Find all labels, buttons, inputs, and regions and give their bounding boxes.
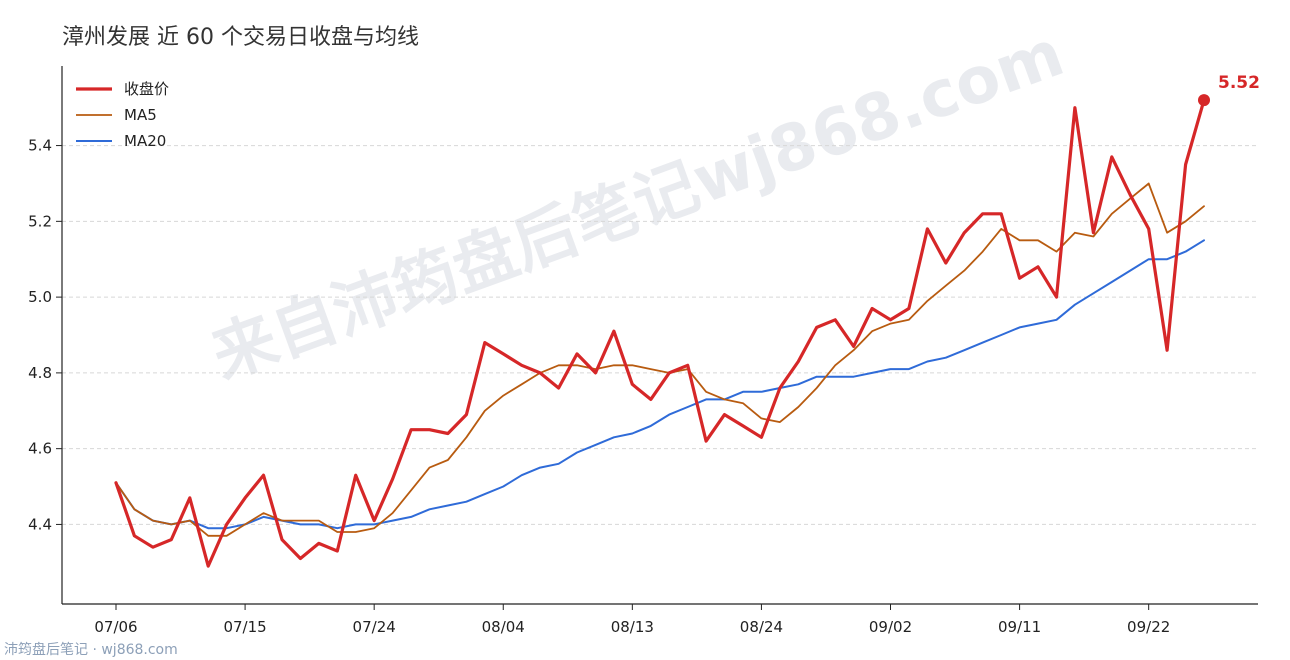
chart-title: 漳州发展 近 60 个交易日收盘与均线 bbox=[62, 25, 419, 50]
x-tick-label: 07/24 bbox=[353, 618, 396, 636]
axes bbox=[61, 66, 1258, 605]
x-tick-label: 08/24 bbox=[740, 618, 783, 636]
legend: 收盘价 MA5 MA20 bbox=[76, 80, 169, 150]
x-tick-label: 09/11 bbox=[998, 618, 1041, 636]
ma5-line bbox=[115, 182, 1205, 537]
grid-lines bbox=[62, 145, 1258, 525]
y-tick-label: 5.4 bbox=[28, 137, 52, 155]
x-tick-label: 08/13 bbox=[611, 618, 654, 636]
y-tick-label: 4.8 bbox=[28, 364, 52, 382]
last-value-label: 5.52 bbox=[1218, 73, 1260, 93]
legend-label: 收盘价 bbox=[124, 80, 169, 98]
watermark-text: 来自沛筠盘后笔记wj868.com bbox=[203, 17, 1074, 394]
footer-text: 沛筠盘后笔记 · wj868.com bbox=[4, 641, 178, 658]
x-tick-label: 09/02 bbox=[869, 618, 912, 636]
legend-label: MA5 bbox=[124, 106, 157, 124]
x-tick-label: 09/22 bbox=[1127, 618, 1170, 636]
y-tick-label: 4.4 bbox=[28, 515, 52, 533]
legend-label: MA20 bbox=[124, 132, 166, 150]
x-tick-label: 07/15 bbox=[223, 618, 266, 636]
close-price-line bbox=[114, 98, 1206, 568]
y-tick-label: 5.0 bbox=[28, 288, 52, 306]
y-tick-label: 4.6 bbox=[28, 440, 52, 458]
x-tick-label: 08/04 bbox=[482, 618, 525, 636]
y-axis-ticks: 4.4 4.6 4.8 5.0 5.2 5.4 bbox=[28, 137, 62, 533]
last-point-marker bbox=[1198, 94, 1210, 107]
x-axis-ticks: 07/06 07/15 07/24 08/04 08/13 08/24 09/02 09/11… bbox=[94, 604, 1170, 636]
series-lines bbox=[114, 94, 1210, 568]
x-tick-label: 07/06 bbox=[94, 618, 137, 636]
y-tick-label: 5.2 bbox=[28, 212, 52, 230]
ma20-line bbox=[115, 239, 1205, 530]
